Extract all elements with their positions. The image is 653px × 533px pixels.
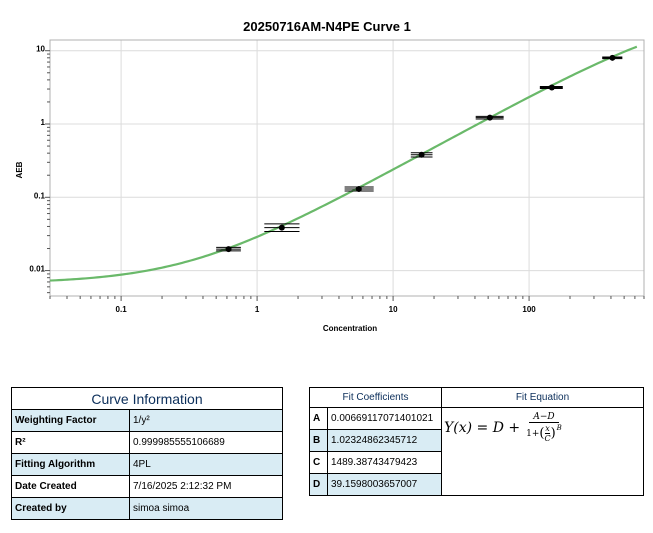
info-label: Date Created (11, 475, 130, 498)
fit-equation-title: Fit Equation (441, 387, 644, 408)
coef-value: 1489.38743479423 (327, 451, 442, 474)
y-tick-label: 0.1 (34, 191, 46, 200)
coef-row: D 39.1598003657007 (309, 473, 644, 496)
data-points (216, 54, 623, 253)
curve-information-table: Curve Information Weighting Factor 1/y² … (11, 387, 283, 520)
x-tick-label: 100 (522, 305, 536, 314)
point-marker (225, 246, 232, 253)
x-tick-label: 0.1 (116, 305, 128, 314)
info-label: R² (11, 431, 130, 454)
point-marker (418, 151, 425, 158)
y-tick-label: 1 (41, 118, 46, 127)
info-row: Date Created 7/16/2025 2:12:32 PM (11, 475, 283, 498)
coef-key: B (309, 429, 328, 452)
coef-value: 1.02324862345712 (327, 429, 442, 452)
info-value: simoa simoa (129, 497, 283, 520)
point-marker (278, 224, 285, 231)
info-row: R² 0.999985555106689 (11, 431, 283, 454)
point-marker (355, 185, 362, 192)
fit-equation: Y(x) = D + A−D 1+ ( x C ) B (444, 412, 641, 444)
fit-coefficients-title: Fit Coefficients (309, 387, 442, 408)
info-label: Fitting Algorithm (11, 453, 130, 476)
info-row: Created by simoa simoa (11, 497, 283, 520)
chart-title: 20250716AM-N4PE Curve 1 (243, 19, 411, 34)
data-point (410, 151, 433, 158)
data-point (344, 185, 374, 192)
info-label: Created by (11, 497, 130, 520)
equation-fraction: A−D 1+ ( x C ) B (524, 412, 564, 444)
equation-denominator: 1+ ( x C ) B (524, 423, 564, 444)
coef-key: A (309, 407, 328, 430)
minor-ticks (45, 50, 645, 301)
x-symbol: x (545, 424, 550, 434)
info-row: Weighting Factor 1/y² (11, 409, 283, 432)
curve-information-title: Curve Information (11, 387, 283, 410)
coef-value: 39.1598003657007 (327, 473, 442, 496)
x-over-c: x C (544, 424, 550, 443)
info-label: Weighting Factor (11, 409, 130, 432)
coef-value: 0.00669117071401021 (327, 407, 442, 430)
coef-row: B 1.02324862345712 (309, 429, 644, 452)
x-axis-label: Concentration (323, 324, 377, 333)
grid (50, 40, 644, 296)
left-paren-icon: ( (539, 426, 545, 441)
x-tick-label: 10 (389, 305, 398, 314)
y-tick-labels: 0.01 0.1 1 10 (29, 45, 45, 274)
data-point (539, 84, 563, 91)
c-symbol: C (544, 434, 551, 443)
equation-numerator: A−D (529, 412, 559, 423)
chart: 20250716AM-N4PE Curve 1 0.1 1 10 100 0.010.… (15, 19, 645, 333)
info-row: Fitting Algorithm 4PL (11, 453, 283, 476)
info-value: 0.999985555106689 (129, 431, 283, 454)
fit-table: Fit Coefficients Fit Equation A 0.006691… (309, 387, 644, 496)
coef-key: D (309, 473, 328, 496)
fit-curve (49, 45, 638, 282)
data-point (475, 114, 504, 121)
fit-equation-cell: Y(x) = D + A−D 1+ ( x C ) B (441, 407, 644, 496)
coef-key: C (309, 451, 328, 474)
equation-lhs: Y(x) = D + (444, 420, 521, 436)
info-value: 7/16/2025 2:12:32 PM (129, 475, 283, 498)
plot-area (49, 39, 645, 297)
point-marker (486, 114, 493, 121)
exponent-symbol: B (556, 424, 562, 432)
y-tick-label: 0.01 (29, 265, 45, 274)
coef-row: A 0.00669117071401021 Y(x) = D + A−D 1+ … (309, 407, 644, 496)
y-tick-label: 10 (36, 45, 45, 54)
data-point (264, 223, 300, 233)
y-axis-label: AEB (15, 161, 24, 178)
x-tick-labels: 0.1 1 10 100 (116, 305, 537, 314)
data-point (216, 246, 241, 253)
info-value: 1/y² (129, 409, 283, 432)
point-marker (609, 54, 616, 61)
info-value: 4PL (129, 453, 283, 476)
point-marker (548, 84, 555, 91)
equation-den-prefix: 1+ (526, 428, 540, 439)
right-paren-icon: ) (550, 426, 556, 441)
x-tick-label: 1 (255, 305, 260, 314)
data-point (602, 54, 623, 61)
